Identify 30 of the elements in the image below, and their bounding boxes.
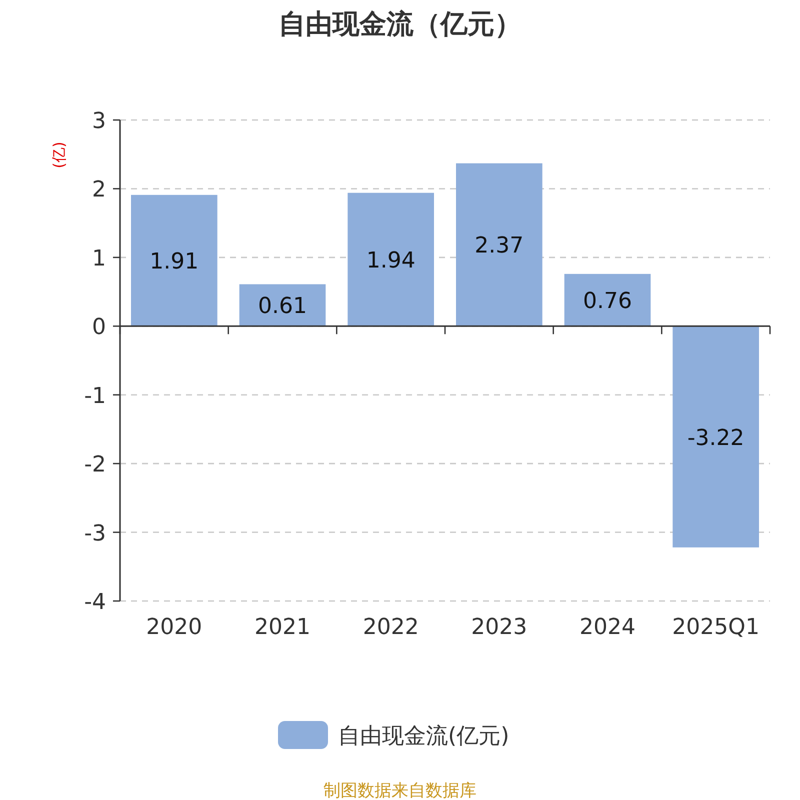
data-label: 2.37: [474, 234, 524, 259]
text: 制图数据来自数据库: [324, 781, 476, 800]
y-tick-label: -2: [84, 452, 106, 478]
data-label: 1.91: [150, 250, 199, 275]
bar: [131, 194, 218, 326]
x-tick-label: 2022: [362, 615, 419, 640]
bar: [456, 163, 542, 326]
data-label: -3.22: [687, 426, 744, 451]
data-label: 0.61: [258, 294, 307, 320]
x-tick-label: 2021: [254, 615, 310, 640]
x-tick-label: 2023: [471, 615, 528, 640]
x-tick-label: 2020: [146, 615, 202, 640]
y-tick-label: -1: [84, 384, 106, 409]
y-axis-title: (亿): [50, 142, 68, 168]
data-label: 1.94: [366, 248, 416, 274]
y-tick-label: 1: [92, 246, 106, 272]
data-label: 0.76: [583, 289, 632, 314]
y-tick-label: -3: [84, 521, 106, 546]
y-tick-label: -4: [84, 590, 106, 615]
chart-title: 自由现金流（亿元）: [278, 9, 522, 40]
y-tick-label: 3: [92, 109, 106, 134]
x-tick-label: 2025Q1: [672, 615, 760, 640]
bar: [239, 284, 326, 326]
y-tick-label: 2: [92, 178, 106, 203]
bar: [672, 326, 759, 548]
bar: [348, 192, 434, 326]
x-tick-label: 2024: [580, 615, 636, 640]
y-tick-label: 0: [92, 315, 106, 340]
bar: [564, 274, 651, 326]
legend-label: 自由现金流(亿元): [338, 724, 510, 749]
